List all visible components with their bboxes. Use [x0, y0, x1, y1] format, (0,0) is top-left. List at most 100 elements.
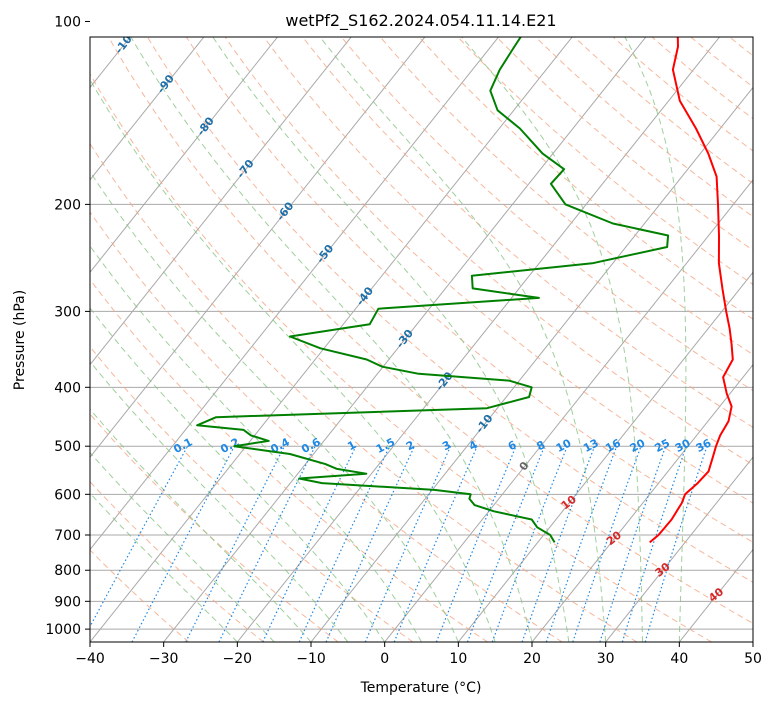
moist-adiabat-line	[90, 360, 349, 642]
x-tick-label: 40	[670, 651, 688, 667]
chart-title: wetPf2_S162.2024.054.11.14.E21	[285, 11, 556, 31]
isotherm-line	[90, 37, 500, 551]
dry-adiabat-line	[224, 37, 753, 504]
dry-adiabat-line	[90, 345, 414, 642]
y-axis-label: Pressure (hPa)	[12, 290, 28, 390]
dry-adiabat-line	[263, 37, 753, 466]
y-axis: 100 200 300 400 500 600 700 800 900 1000	[45, 14, 90, 638]
isotherm-line	[163, 37, 647, 642]
x-tick-label: −20	[223, 651, 253, 667]
y-tick-label: 100	[54, 14, 81, 30]
x-axis: −40 −30 −20 −10 0 10 20 30 40 50	[75, 642, 762, 667]
dry-adiabat-line	[146, 37, 753, 583]
isotherm-line	[752, 641, 753, 642]
mixing-ratio-label: 20	[628, 436, 648, 455]
mixing-ratio-label: 13	[581, 436, 601, 455]
mixing-ratio-label: 25	[652, 436, 672, 455]
x-tick-label: −40	[75, 651, 105, 667]
y-tick-label: 600	[54, 487, 81, 503]
dry-adiabat-line	[457, 37, 753, 286]
moist-adiabat-line	[90, 451, 275, 642]
dry-adiabat-line	[728, 37, 753, 57]
moist-adiabat-line	[90, 307, 386, 642]
mixing-ratio-line	[90, 445, 189, 628]
isotherm-line	[457, 271, 753, 642]
y-tick-label: 500	[54, 439, 81, 455]
mixing-ratio-line	[185, 445, 285, 642]
isotherm-line	[90, 37, 279, 274]
x-tick-label: −30	[149, 651, 179, 667]
x-tick-label: 30	[597, 651, 615, 667]
mixing-ratio-label: 36	[694, 436, 714, 455]
mixing-ratio-label: 6	[506, 438, 519, 453]
mixing-ratio-line	[491, 445, 568, 642]
x-tick-label: −10	[296, 651, 326, 667]
moist-adiabat-line	[90, 408, 312, 642]
adiabat-label: 40	[706, 585, 726, 605]
x-tick-label: 50	[744, 651, 762, 667]
mixing-ratio-line	[218, 445, 316, 642]
dry-adiabat-line	[90, 142, 638, 642]
x-axis-label: Temperature (°C)	[360, 680, 482, 696]
mixing-ratio-label: 30	[673, 436, 693, 455]
isotherm-line	[384, 179, 753, 642]
mixing-ratio-line	[521, 445, 596, 642]
isotherm-line	[90, 37, 352, 366]
y-tick-label: 400	[54, 380, 81, 396]
x-tick-label: 20	[523, 651, 541, 667]
isotherm-label: -50	[314, 242, 337, 266]
x-tick-label: 0	[380, 651, 389, 667]
mixing-ratio-line	[545, 445, 618, 642]
dry-adiabat-line	[90, 413, 339, 642]
mixing-ratio-label: 0.6	[299, 435, 323, 456]
moist-adiabat-line	[130, 37, 533, 642]
moist-adiabat-line	[90, 170, 459, 642]
mixing-ratio-line	[599, 445, 667, 642]
moist-adiabat-line	[460, 37, 643, 642]
isotherm-line	[678, 548, 753, 642]
dry-adiabat-line	[418, 37, 753, 320]
x-tick-label: 10	[449, 651, 467, 667]
isotherm-label: -100	[112, 26, 139, 56]
isotherm-line	[90, 37, 426, 458]
mixing-ratio-label: 0.1	[171, 435, 194, 456]
mixing-ratio-line	[644, 446, 708, 642]
dry-adiabat-line	[108, 37, 753, 624]
mixing-ratio-line	[572, 445, 642, 642]
moist-adiabat-line	[90, 492, 238, 642]
dry-adiabat-line	[90, 481, 264, 642]
moist-adiabat-line	[212, 37, 570, 642]
mixing-ratio-label: 16	[603, 436, 623, 455]
moist-adiabat-line	[90, 245, 422, 642]
isotherm-line	[0, 21, 69, 642]
y-tick-label: 800	[54, 563, 81, 579]
y-tick-label: 900	[54, 594, 81, 610]
dewpoint-profile	[196, 37, 670, 543]
y-tick-label: 300	[54, 304, 81, 320]
mixing-ratio-line	[435, 445, 517, 642]
adiabat-label: 30	[653, 560, 673, 580]
plot-frame	[89, 36, 754, 643]
dry-adiabat-line	[185, 37, 753, 543]
isotherm-line	[605, 456, 753, 642]
y-tick-label: 700	[54, 528, 81, 544]
dry-adiabat-line	[90, 549, 190, 642]
mixing-ratio-line	[262, 445, 357, 642]
mixing-ratio-label: 4	[467, 438, 480, 453]
mixing-ratio-line	[466, 445, 546, 642]
isotherm-line	[236, 37, 721, 642]
mixing-ratio-label: 10	[554, 436, 574, 455]
dry-adiabat-line	[90, 278, 488, 642]
dry-adiabat-line	[379, 37, 753, 356]
isotherm-line	[90, 37, 205, 181]
dry-adiabat-line	[573, 37, 753, 185]
adiabat-label: 20	[604, 528, 624, 548]
mixing-ratio-line	[621, 446, 687, 642]
moist-adiabat-line	[624, 37, 687, 642]
moist-adiabat-line	[90, 78, 496, 642]
y-tick-label: 200	[54, 197, 81, 213]
dry-adiabat-line	[90, 73, 712, 642]
y-tick-label: 1000	[45, 622, 81, 638]
dry-adiabat-line	[90, 211, 563, 642]
temperature-profile	[649, 37, 734, 544]
